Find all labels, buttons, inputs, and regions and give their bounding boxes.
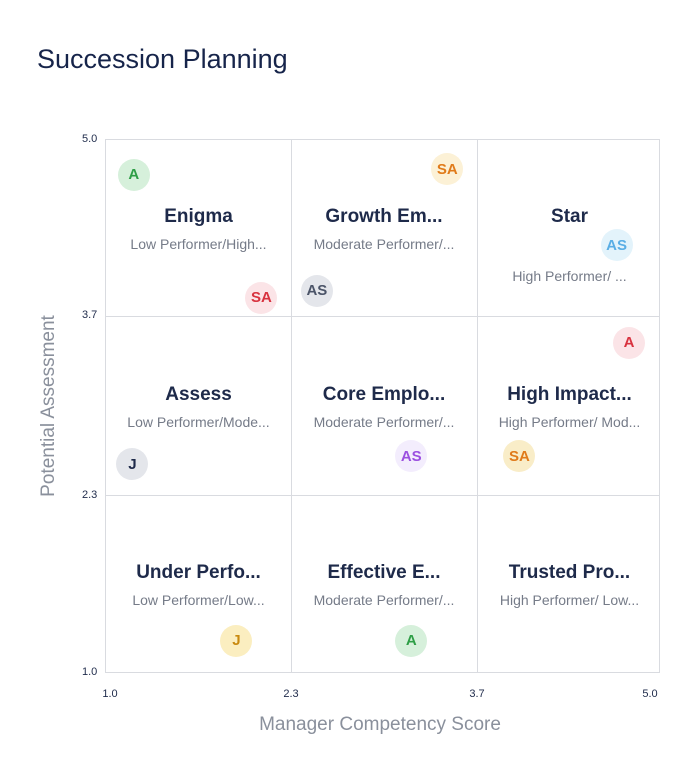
employee-avatar-point[interactable]: A [117, 158, 150, 191]
employee-avatar-point[interactable]: SA [503, 440, 536, 473]
y-tick-label: 3.7 [82, 309, 98, 321]
employee-avatar-point[interactable]: SA [431, 153, 464, 186]
chart-title: Succession Planning [37, 44, 288, 74]
x-axis-label: Manager Competency Score [259, 714, 501, 735]
y-tick-label: 2.3 [82, 489, 98, 501]
quadrant-cell[interactable]: Star High Performer/ ... [477, 140, 662, 318]
quadrant-subtitle: Low Performer/High... [130, 236, 267, 252]
x-tick-label: 2.3 [283, 688, 299, 700]
x-tick-label: 5.0 [642, 688, 658, 700]
quadrant-subtitle: Moderate Performer/... [313, 592, 455, 608]
employee-avatar-point[interactable]: AS [395, 440, 428, 473]
quadrant-cell[interactable]: Trusted Pro... High Performer/ Low... [477, 496, 662, 674]
quadrant-subtitle: High Performer/ Mod... [498, 414, 641, 430]
quadrant-subtitle: Moderate Performer/... [313, 236, 455, 252]
employee-avatar-point[interactable]: A [613, 326, 646, 359]
quadrant-subtitle: High Performer/ ... [512, 268, 627, 284]
employee-avatar-point[interactable]: J [220, 624, 253, 657]
quadrant-subtitle: Moderate Performer/... [313, 414, 455, 430]
y-tick-label: 1.0 [82, 666, 98, 678]
employee-avatar-point[interactable]: A [395, 624, 428, 657]
quadrant-cell[interactable]: High Impact... High Performer/ Mod... [477, 318, 662, 496]
plot-area: Enigma Low Performer/High... Growth Em... M… [105, 139, 660, 673]
x-tick-label: 1.0 [102, 688, 118, 700]
employee-avatar-point[interactable]: J [116, 448, 149, 481]
quadrant-title: Effective E... [327, 562, 441, 583]
employee-avatar-point[interactable]: SA [245, 281, 278, 314]
quadrant-subtitle: Low Performer/Low... [132, 592, 265, 608]
employee-avatar-point[interactable]: AS [600, 229, 633, 262]
grid-line [291, 140, 292, 672]
quadrant-title: Under Perfo... [136, 562, 261, 583]
quadrant-title: Assess [165, 384, 232, 405]
y-axis-label: Potential Assessment [38, 315, 59, 497]
quadrant-cell[interactable]: Assess Low Performer/Mode... [106, 318, 291, 496]
quadrant-cell[interactable]: Under Perfo... Low Performer/Low... [106, 496, 291, 674]
quadrant-title: Growth Em... [325, 206, 443, 227]
quadrant-title: High Impact... [507, 384, 632, 405]
grid-line [477, 140, 478, 672]
employee-avatar-point[interactable]: AS [300, 274, 333, 307]
quadrant-title: Star [551, 206, 588, 227]
y-tick-label: 5.0 [82, 133, 98, 145]
grid-line [106, 495, 659, 496]
quadrant-title: Trusted Pro... [508, 562, 631, 583]
quadrant-cell[interactable]: Enigma Low Performer/High... [106, 140, 291, 318]
quadrant-cell[interactable]: Core Emplo... Moderate Performer/... [292, 318, 477, 496]
quadrant-cell[interactable]: Effective E... Moderate Performer/... [292, 496, 477, 674]
quadrant-subtitle: High Performer/ Low... [499, 592, 640, 608]
quadrant-subtitle: Low Performer/Mode... [127, 414, 270, 430]
quadrant-title: Core Emplo... [322, 384, 446, 405]
x-tick-label: 3.7 [469, 688, 485, 700]
quadrant-cell[interactable]: Growth Em... Moderate Performer/... [292, 140, 477, 318]
quadrant-title: Enigma [164, 206, 233, 227]
grid-line [106, 316, 659, 317]
